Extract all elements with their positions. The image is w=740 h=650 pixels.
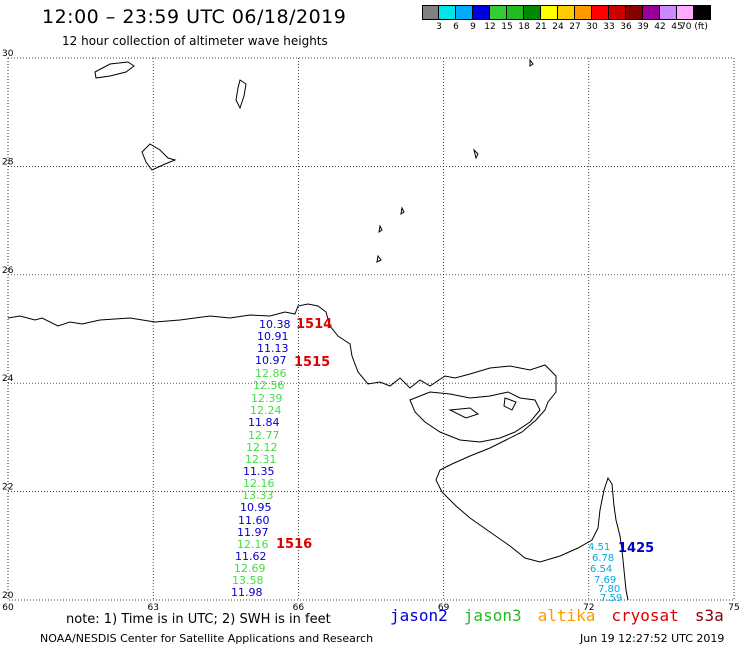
jason2-wave-height: 11.60 xyxy=(238,514,270,527)
footer-credit: NOAA/NESDIS Center for Satellite Applica… xyxy=(40,632,724,645)
longitude-label: 75 xyxy=(728,603,739,613)
scale-swatch xyxy=(643,5,660,20)
satellite-s3a: s3a xyxy=(694,606,724,625)
east-track-wave-height: 6.78 xyxy=(592,553,614,564)
scale-swatch xyxy=(524,5,541,20)
east-track-wave-height: 7.80 xyxy=(598,584,620,595)
orbit-number-1515: 1515 xyxy=(294,355,330,370)
latitude-label: 26 xyxy=(2,266,14,276)
latitude-label: 30 xyxy=(2,49,14,59)
jason3-wave-height: 12.24 xyxy=(250,404,282,417)
jason2-wave-height: 11.62 xyxy=(235,550,267,563)
scale-swatch xyxy=(592,5,609,20)
jason2-wave-height: 11.84 xyxy=(248,416,280,429)
scale-label: 21 xyxy=(535,22,547,32)
satellite-jason2: jason2 xyxy=(390,606,448,625)
scale-swatch xyxy=(439,5,456,20)
orbit-number-1425: 1425 xyxy=(618,541,654,556)
jason2-wave-height: 10.95 xyxy=(240,501,272,514)
jason3-wave-height: 12.16 xyxy=(237,538,269,551)
jason2-wave-height: 11.97 xyxy=(237,526,269,539)
scale-label: 3 xyxy=(436,22,442,32)
scale-swatch xyxy=(609,5,626,20)
scale-swatch xyxy=(422,5,439,20)
color-scale-bar xyxy=(422,5,711,20)
scale-swatch xyxy=(507,5,524,20)
scale-swatch xyxy=(575,5,592,20)
jason3-wave-height: 12.56 xyxy=(253,379,285,392)
grid-lines: 30 28 26 24 22 20 60 63 66 69 72 75 xyxy=(2,49,740,613)
longitude-label: 69 xyxy=(438,603,450,613)
scale-swatch xyxy=(456,5,473,20)
jason2-wave-height: 10.38 xyxy=(259,318,291,331)
scale-swatch xyxy=(473,5,490,20)
jason3-wave-height: 13.58 xyxy=(232,574,264,587)
map-frame xyxy=(7,57,735,601)
scale-swatch xyxy=(626,5,643,20)
generation-timestamp: Jun 19 12:27:52 UTC 2019 xyxy=(580,632,725,645)
scale-swatch xyxy=(541,5,558,20)
scale-swatch xyxy=(660,5,677,20)
scale-label: 33 xyxy=(603,22,615,32)
jason2-wave-height: 10.91 xyxy=(257,330,289,343)
jason3-wave-height: 12.31 xyxy=(245,453,277,466)
jason3-wave-height: 12.69 xyxy=(234,562,266,575)
satellite-jason3: jason3 xyxy=(463,606,522,625)
scale-label: 18 xyxy=(518,22,530,32)
jason2-wave-height: 11.98 xyxy=(231,586,263,599)
coastline xyxy=(7,58,629,601)
scale-label: 15 xyxy=(501,22,513,32)
satellite-altika: altika xyxy=(537,606,596,625)
scale-label: 30 xyxy=(586,22,598,32)
scale-label: 24 xyxy=(552,22,564,32)
scale-label: 42 xyxy=(654,22,666,32)
satellite-legend: jason2 jason3 altika cryosat s3a xyxy=(390,606,740,625)
jason2-wave-height: 10.97 xyxy=(255,354,287,367)
east-track-wave-height: 6.54 xyxy=(590,564,612,575)
jason2-wave-height: 11.35 xyxy=(243,465,275,478)
scale-label: 39 xyxy=(637,22,649,32)
latitude-label: 28 xyxy=(2,157,14,167)
scale-label: 36 xyxy=(620,22,632,32)
scale-swatch xyxy=(558,5,575,20)
scale-swatch xyxy=(677,5,694,20)
scale-label: 12 xyxy=(484,22,496,32)
latitude-label: 22 xyxy=(2,483,13,493)
satellite-cryosat: cryosat xyxy=(611,606,679,625)
scale-label: 45 xyxy=(671,22,683,32)
scale-swatch xyxy=(490,5,507,20)
latitude-label: 24 xyxy=(2,374,14,384)
agency-credit: NOAA/NESDIS Center for Satellite Applica… xyxy=(40,632,374,645)
jason3-wave-height: 12.77 xyxy=(248,429,280,442)
longitude-label: 63 xyxy=(147,603,158,613)
latitude-label: 20 xyxy=(2,591,14,601)
east-track-wave-height: 4.51 xyxy=(588,542,610,553)
map-title: 12:00 – 23:59 UTC 06/18/2019 xyxy=(42,6,347,28)
scale-label: 9 xyxy=(470,22,476,32)
jason3-wave-height: 12.12 xyxy=(246,441,278,454)
jason2-wave-height: 11.13 xyxy=(257,342,289,355)
scale-label: 27 xyxy=(569,22,581,32)
jason3-wave-height: 12.16 xyxy=(243,477,275,490)
orbit-number-1516: 1516 xyxy=(276,537,312,552)
east-track-wave-height: 7.69 xyxy=(594,575,616,586)
scale-label: 70 (ft) xyxy=(680,22,708,32)
jason3-wave-height: 13.33 xyxy=(242,489,274,502)
scale-label: 6 xyxy=(453,22,459,32)
footer-note: note: 1) Time is in UTC; 2) SWH is in fe… xyxy=(66,612,331,627)
map-subtitle: 12 hour collection of altimeter wave hei… xyxy=(62,34,328,48)
orbit-number-1514: 1514 xyxy=(296,317,332,332)
longitude-label: 60 xyxy=(2,603,14,613)
longitude-label: 66 xyxy=(293,603,305,613)
altimeter-tracks: 10.3810.9111.1310.9712.8612.5612.3912.24… xyxy=(231,317,654,604)
longitude-label: 72 xyxy=(583,603,594,613)
jason3-wave-height: 12.86 xyxy=(255,367,287,380)
east-track-wave-height: 7.59 xyxy=(600,593,622,604)
scale-swatch xyxy=(694,5,711,20)
jason3-wave-height: 12.39 xyxy=(251,392,283,405)
